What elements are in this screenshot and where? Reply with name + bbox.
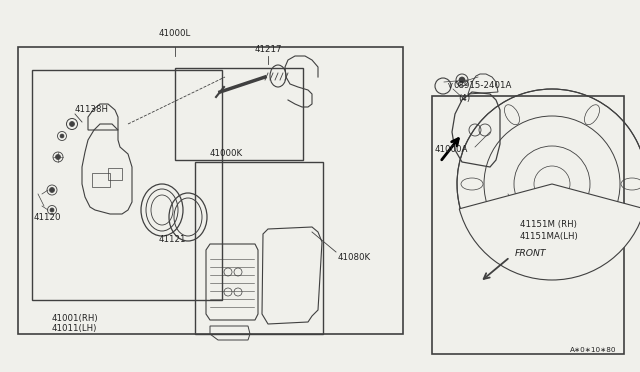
- Text: 41217: 41217: [254, 45, 282, 55]
- Bar: [18, 47, 403, 334]
- Circle shape: [70, 122, 74, 126]
- Text: FRONT: FRONT: [515, 250, 547, 259]
- Wedge shape: [460, 184, 640, 280]
- Text: A∗0∗10∗80: A∗0∗10∗80: [570, 347, 616, 353]
- Bar: [92, 173, 110, 187]
- Text: 41001(RH): 41001(RH): [52, 314, 99, 323]
- Text: 41120: 41120: [34, 212, 61, 221]
- Bar: [432, 96, 624, 354]
- Text: V: V: [447, 83, 452, 89]
- Text: 41121: 41121: [158, 235, 186, 244]
- Text: 41151MA(LH): 41151MA(LH): [520, 231, 579, 241]
- Circle shape: [56, 154, 61, 160]
- Circle shape: [60, 134, 64, 138]
- Bar: [108, 168, 122, 180]
- Text: (4): (4): [458, 93, 470, 103]
- Circle shape: [459, 77, 465, 83]
- Bar: [32, 70, 222, 300]
- Text: 41000K: 41000K: [210, 150, 243, 158]
- Text: 41151M (RH): 41151M (RH): [520, 219, 577, 228]
- Text: 41138H: 41138H: [75, 105, 109, 113]
- Text: 41000A: 41000A: [435, 145, 468, 154]
- Text: 08915-2401A: 08915-2401A: [453, 81, 511, 90]
- Bar: [195, 162, 323, 334]
- Bar: [175, 68, 303, 160]
- Text: 41080K: 41080K: [338, 253, 371, 262]
- Text: 41000L: 41000L: [159, 29, 191, 38]
- Circle shape: [49, 187, 54, 192]
- Circle shape: [50, 208, 54, 212]
- Text: 41011(LH): 41011(LH): [52, 324, 97, 333]
